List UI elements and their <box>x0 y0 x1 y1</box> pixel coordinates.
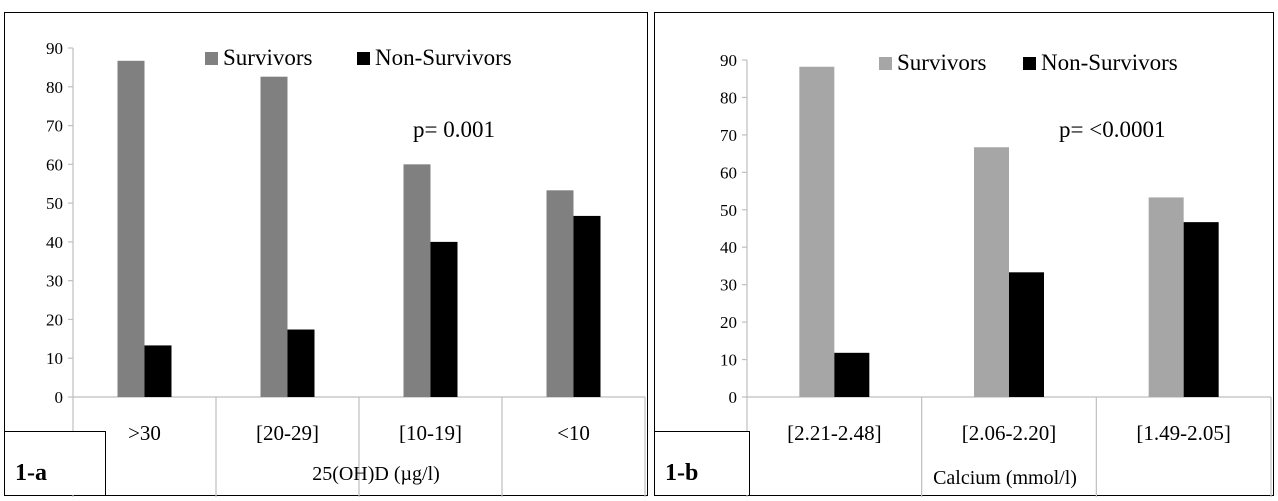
b-legend-swatch-non-survivors <box>1023 57 1036 70</box>
a-bar-non-survivors <box>144 345 172 397</box>
b-y-tick-label: 80 <box>720 88 737 107</box>
b-y-tick-label: 10 <box>720 351 737 370</box>
b-legend-swatch-survivors <box>879 57 892 70</box>
a-x-tick-label: [10-19] <box>399 421 462 445</box>
b-legend-label-survivors: Survivors <box>897 50 987 75</box>
b-bar-survivors <box>799 66 835 398</box>
a-legend-swatch-survivors <box>205 52 218 65</box>
a-x-tick-label: [20-29] <box>256 421 319 445</box>
b-y-tick-label: 0 <box>729 388 738 407</box>
b-y-tick-label: 30 <box>720 276 737 295</box>
a-y-tick-label: 40 <box>46 233 63 252</box>
a-y-tick-label: 80 <box>46 78 63 97</box>
a-x-axis-title: 25(OH)D (µg/l) <box>312 463 440 485</box>
a-p-value-annotation: p= 0.001 <box>413 117 495 142</box>
a-bar-non-survivors <box>430 241 458 397</box>
a-y-tick-label: 90 <box>46 39 63 58</box>
a-y-tick-label: 10 <box>46 349 63 368</box>
b-legend-label-non-survivors: Non-Survivors <box>1041 50 1178 75</box>
a-y-tick-label: 20 <box>46 310 63 329</box>
a-bar-survivors <box>546 190 574 397</box>
b-x-tick-label: [1.49-2.05] <box>1136 421 1230 445</box>
chart-a-svg: 0 10 20 30 40 50 60 70 80 90 >30 [20-29] [10-19] <10 S… <box>46 39 646 497</box>
a-bar-survivors <box>260 76 288 397</box>
b-y-tick-label: 20 <box>720 313 737 332</box>
b-bar-survivors <box>974 147 1009 397</box>
b-y-tick-label: 50 <box>720 201 737 220</box>
b-bar-non-survivors <box>834 352 870 397</box>
b-y-tick-label: 70 <box>720 126 737 145</box>
chart-b-svg: 0 10 20 30 40 50 60 70 80 90 [2.21-2.48] [2.06-2.20… <box>720 50 1272 497</box>
b-bar-non-survivors <box>1183 222 1219 397</box>
b-p-value-annotation: p= <0.0001 <box>1059 117 1165 142</box>
a-legend-swatch-non-survivors <box>357 52 370 65</box>
a-y-tick-label: 60 <box>46 155 63 174</box>
a-bar-non-survivors <box>573 215 601 397</box>
a-y-tick-label: 70 <box>46 117 63 136</box>
a-bar-survivors <box>403 164 431 397</box>
panel-label-b: 1-b <box>655 431 750 495</box>
b-y-tick-label: 60 <box>720 163 737 182</box>
a-y-tick-label: 30 <box>46 272 63 291</box>
a-x-tick-label: >30 <box>128 421 161 445</box>
b-bar-survivors <box>1148 197 1184 397</box>
b-y-tick-label: 40 <box>720 238 737 257</box>
b-bar-non-survivors <box>1009 272 1044 397</box>
a-legend-label-non-survivors: Non-Survivors <box>375 45 512 70</box>
chart-panel-b: 0 10 20 30 40 50 60 70 80 90 [2.21-2.48] [2.06-2.20… <box>654 12 1274 497</box>
a-bar-survivors <box>117 60 145 398</box>
a-y-tick-label: 0 <box>55 388 64 407</box>
a-bar-non-survivors <box>287 329 315 397</box>
b-x-tick-label: [2.06-2.20] <box>962 421 1056 445</box>
a-y-tick-label: 50 <box>46 194 63 213</box>
b-x-axis-title: Calcium (mmol/l) <box>933 467 1077 489</box>
a-legend-label-survivors: Survivors <box>223 45 313 70</box>
b-x-tick-label: [2.21-2.48] <box>787 421 881 445</box>
b-y-tick-label: 90 <box>720 51 737 70</box>
a-x-tick-label: <10 <box>557 421 590 445</box>
panel-label-a: 1-a <box>5 431 106 495</box>
chart-panel-a: 0 10 20 30 40 50 60 70 80 90 >30 [20-29] [10-19] <10 S… <box>4 12 648 497</box>
